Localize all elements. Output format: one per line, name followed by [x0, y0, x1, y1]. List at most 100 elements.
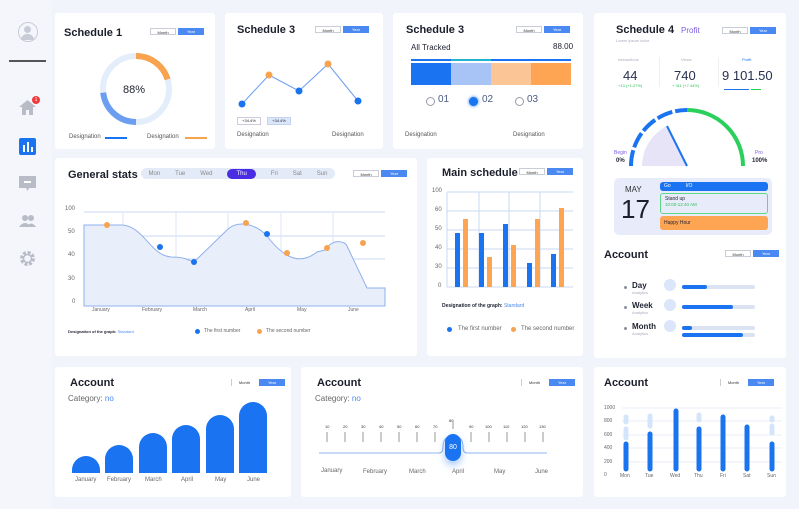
schedule3-line-card: Schedule 3 Month Year +34.4% +34.4% Desig… — [225, 13, 383, 149]
analytics-row-week[interactable]: Week Analytics — [624, 299, 784, 315]
event-extra: I/O — [685, 183, 693, 189]
year-button[interactable]: Year — [750, 27, 776, 34]
users-icon[interactable] — [19, 214, 36, 228]
graph-designation: Designation of the graph: Standard — [68, 329, 134, 334]
row-sub: Analytics — [632, 310, 649, 315]
stat-value: 740 — [674, 68, 696, 83]
event-standup[interactable]: Stand up 10:00-12:40 AM — [660, 193, 768, 214]
bar-chart-icon — [664, 320, 676, 332]
day-sat[interactable]: Sat — [292, 170, 302, 177]
event-happy-hour[interactable]: Happy Hour — [660, 216, 768, 230]
gear-icon[interactable] — [19, 250, 36, 267]
card-title: Main schedule — [442, 167, 518, 179]
stat-label: Interactions — [618, 57, 639, 62]
day-mon[interactable]: Mon — [148, 170, 161, 177]
account-analytics-card: Account Month Year Day Analytics Week Ana… — [594, 240, 786, 358]
day-wed[interactable]: Wed — [200, 170, 213, 177]
gauge-begin-label: Begin — [614, 150, 627, 156]
stat-value: 44 — [623, 68, 638, 83]
month-button[interactable]: Month — [725, 250, 751, 257]
home-icon[interactable] — [19, 100, 36, 115]
designation-label: Designation — [332, 132, 364, 138]
schedule3-tracked-card: Schedule 3 Month Year All Tracked 88.00 0… — [393, 13, 583, 149]
year-button[interactable]: Year — [549, 379, 575, 386]
month-button[interactable]: Month — [231, 379, 257, 386]
avatar[interactable] — [18, 22, 38, 42]
notification-badge: 1 — [32, 96, 40, 104]
gauge-begin-value: 0% — [616, 158, 625, 164]
donut-chart — [100, 53, 172, 125]
row-label: Month — [632, 322, 656, 331]
step-radio[interactable] — [426, 97, 435, 106]
day-fri[interactable]: Fri — [270, 170, 278, 177]
step-number: 02 — [482, 94, 494, 105]
year-button[interactable]: Year — [381, 170, 407, 177]
step-radio[interactable] — [515, 97, 524, 106]
designation-label: Designation — [405, 132, 437, 138]
event-title: Go — [664, 183, 671, 189]
day-tue[interactable]: Tue — [175, 170, 186, 177]
calendar-month: MAY — [625, 185, 642, 194]
month-button[interactable]: Month — [353, 170, 379, 177]
schedule4-card: Schedule 4 Lorem ipsum dolor Profit Mont… — [594, 13, 786, 245]
grouped-bar-chart — [446, 191, 573, 288]
stat-value: 9 101.50 — [722, 68, 773, 83]
legend-second: The second number — [521, 326, 575, 332]
sidebar: 1 — [0, 0, 52, 509]
gauge-end-label: Pro — [755, 150, 763, 156]
bar-chart-icon — [664, 279, 676, 291]
legend-second: The second number — [266, 328, 311, 334]
stat-label: Views — [681, 57, 692, 62]
calendar-widget: MAY 17 Go I/O Stand up 10:00-12:40 AM Hap… — [614, 178, 772, 235]
year-button[interactable]: Year — [547, 168, 573, 175]
event-go[interactable]: Go I/O — [660, 182, 768, 191]
month-button[interactable]: Month — [722, 27, 748, 34]
month-button[interactable]: Month — [519, 168, 545, 175]
category: Category: no — [68, 394, 114, 403]
tracked-label: All Tracked — [411, 43, 451, 52]
stat-delta: +13 (+1.27%) — [618, 83, 643, 88]
year-button[interactable]: Year — [748, 379, 774, 386]
analytics-row-month[interactable]: Month Analytics — [624, 320, 784, 342]
step-number: 03 — [527, 94, 539, 105]
legend-first: The first number — [204, 328, 241, 334]
year-button[interactable]: Year — [178, 28, 204, 35]
legend-first: The first number — [458, 326, 502, 332]
bar-chart-icon — [664, 299, 676, 311]
year-button[interactable]: Year — [343, 26, 369, 33]
step-radio[interactable] — [469, 97, 478, 106]
graph-designation: Designation of the graph: Standard — [442, 303, 525, 309]
analytics-icon[interactable] — [19, 138, 36, 155]
card-title: Schedule 3 — [406, 24, 465, 36]
step-number: 01 — [438, 94, 450, 105]
message-icon[interactable] — [19, 176, 36, 193]
month-button[interactable]: Month — [521, 379, 547, 386]
month-button[interactable]: Month — [150, 28, 176, 35]
year-button[interactable]: Year — [544, 26, 570, 33]
line-chart — [238, 60, 362, 108]
slider-track[interactable] — [301, 367, 583, 497]
slider-thumb[interactable]: 80 — [445, 434, 461, 461]
event-title: Stand up — [665, 196, 686, 202]
event-time: 10:00-12:40 AM — [665, 202, 697, 207]
card-title: Account — [317, 377, 361, 389]
month-button[interactable]: Month — [720, 379, 746, 386]
calendar-day: 17 — [621, 194, 650, 224]
schedule1-card: Schedule 1 Month Year 88% Designation Des… — [55, 13, 215, 149]
profit-tab[interactable]: Profit — [681, 26, 700, 35]
change-badge: +34.4% — [267, 117, 291, 125]
analytics-row-day[interactable]: Day Analytics — [624, 279, 784, 295]
account-bars-card: Account Category: no Month Year January F… — [55, 367, 291, 497]
day-thu[interactable]: Thu — [227, 168, 256, 179]
month-button[interactable]: Month — [516, 26, 542, 33]
card-subtitle: Lorem ipsum dolor — [616, 38, 650, 43]
month-button[interactable]: Month — [315, 26, 341, 33]
card-title: Account — [70, 377, 114, 389]
day-sun[interactable]: Sun — [316, 170, 328, 177]
card-title: Account — [604, 249, 648, 261]
gauge-end-value: 100% — [752, 158, 768, 164]
donut-percent: 88% — [123, 84, 146, 96]
year-button[interactable]: Year — [753, 250, 779, 257]
year-button[interactable]: Year — [259, 379, 285, 386]
general-stats-card: General stats Mon Tue Wed Thu Fri Sat Su… — [55, 158, 417, 356]
